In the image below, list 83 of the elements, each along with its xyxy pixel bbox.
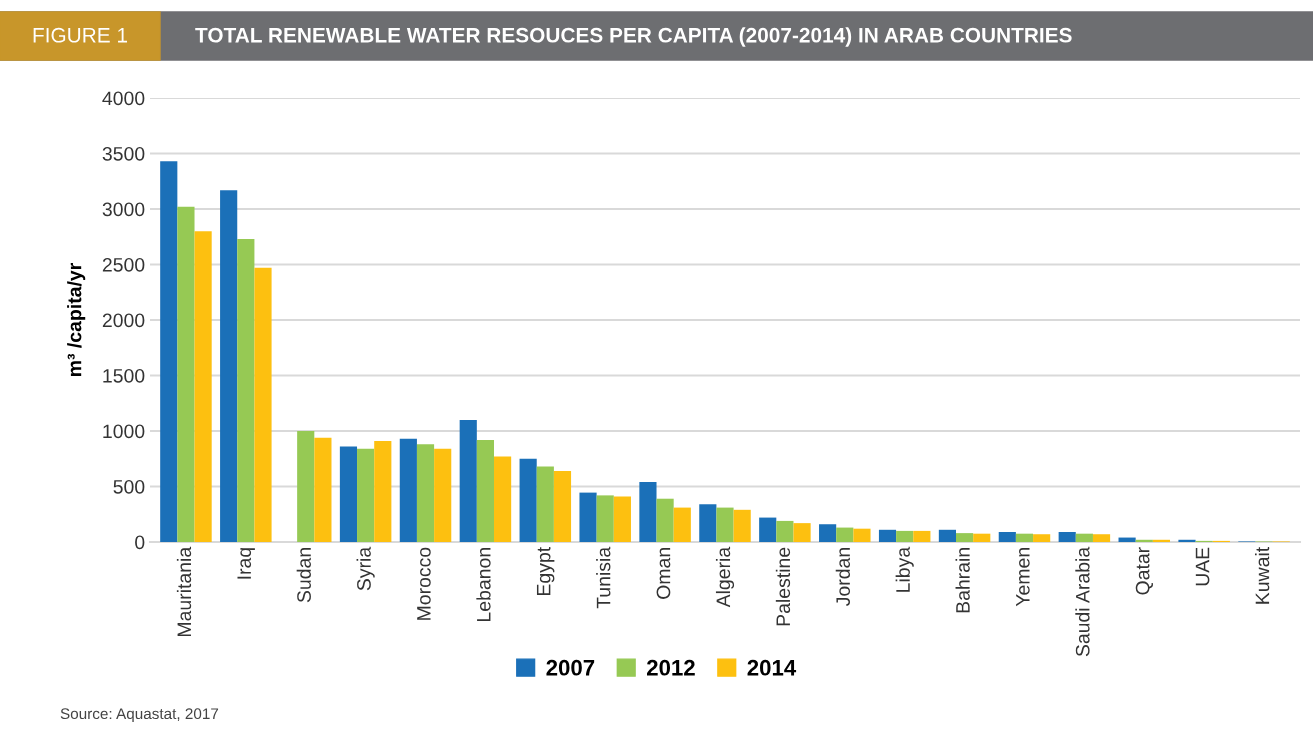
bar (476, 439, 494, 542)
bar (896, 530, 914, 542)
legend-label: 2012 (647, 659, 695, 676)
bar (579, 492, 597, 542)
legend-label: 2014 (747, 659, 797, 676)
legend-label: 2007 (546, 659, 595, 676)
bar (160, 161, 178, 542)
x-tick-label: Saudi Arabia (1075, 546, 1090, 657)
bar (297, 431, 315, 542)
x-tick-label: Libya (895, 546, 914, 592)
bar (339, 446, 358, 542)
bar (596, 495, 614, 542)
bar (913, 530, 931, 542)
bar (494, 456, 512, 542)
bar (237, 238, 255, 542)
bar (1015, 533, 1034, 542)
y-axis-title: m³ /capita/yr (67, 263, 86, 376)
bar (194, 231, 212, 542)
x-tick-label: Egypt (536, 547, 555, 595)
bar (878, 529, 897, 542)
bar (733, 509, 751, 542)
bar (314, 437, 332, 542)
y-tick-label: 4000 (102, 91, 145, 106)
y-tick-label: 1500 (103, 368, 145, 383)
y-tick-label: 500 (113, 479, 145, 494)
x-tick-label: Kuwait (1255, 547, 1270, 604)
bar (536, 466, 554, 542)
x-tick-label: Oman (656, 548, 671, 599)
bar (220, 190, 238, 542)
bar (399, 438, 417, 542)
bar (459, 419, 477, 542)
bar (1058, 532, 1076, 542)
chart-subtitle: FIGURE 1 (33, 27, 128, 43)
y-tick-label: 2500 (102, 257, 145, 272)
bar (793, 523, 811, 542)
bar (759, 517, 777, 542)
bar (956, 533, 974, 542)
y-tick-label: 1000 (103, 424, 145, 439)
x-tick-label: Morocco (417, 547, 431, 620)
x-tick-label: Syria (356, 546, 375, 591)
x-tick-label: Tunisia (596, 546, 611, 609)
x-tick-label: Sudan (296, 548, 311, 603)
bar (998, 532, 1016, 542)
y-tick-label: 3500 (102, 146, 145, 161)
bar (938, 529, 956, 542)
y-tick-label: 0 (135, 535, 145, 550)
y-tick-label: 2000 (102, 313, 145, 328)
bar (776, 520, 794, 542)
bar (1178, 539, 1196, 542)
bar (177, 206, 195, 542)
bar (973, 533, 991, 542)
bar (699, 504, 717, 542)
x-tick-label: Jordan (835, 548, 851, 607)
bar (613, 496, 631, 542)
bar (357, 448, 375, 542)
x-tick-label: Yemen (1016, 548, 1030, 607)
x-tick-label: Mauritania (176, 546, 192, 637)
bar (819, 524, 837, 542)
bar (416, 444, 435, 542)
bar (716, 507, 734, 542)
bar (1075, 533, 1093, 542)
x-tick-label: Palestine (775, 547, 791, 626)
bar (673, 507, 691, 542)
bar (374, 440, 392, 542)
bar (519, 458, 537, 542)
bar (1092, 534, 1111, 542)
bar (853, 528, 871, 542)
bar (836, 527, 854, 542)
bar (553, 470, 572, 542)
chart-title: TOTAL RENEWABLE WATER RESOUCES PER CAPITA (2007-2014) IN ARAB COUNTRIES (195, 27, 1072, 47)
x-tick-label: Algeria (715, 546, 735, 608)
y-tick-label: 3000 (102, 202, 145, 217)
x-tick-label: Bahrain (955, 548, 970, 613)
bar (254, 267, 272, 542)
bar (1033, 534, 1051, 542)
x-tick-label: Qatar (1135, 547, 1153, 595)
x-tick-label: Lebanon (476, 548, 491, 621)
x-tick-label: UAE (1195, 547, 1210, 586)
source-note: Source: Aquastat, 2017 (60, 708, 219, 723)
x-tick-label: Iraq (237, 548, 255, 579)
bar (639, 482, 657, 542)
bar (434, 448, 452, 542)
bar (656, 498, 674, 542)
